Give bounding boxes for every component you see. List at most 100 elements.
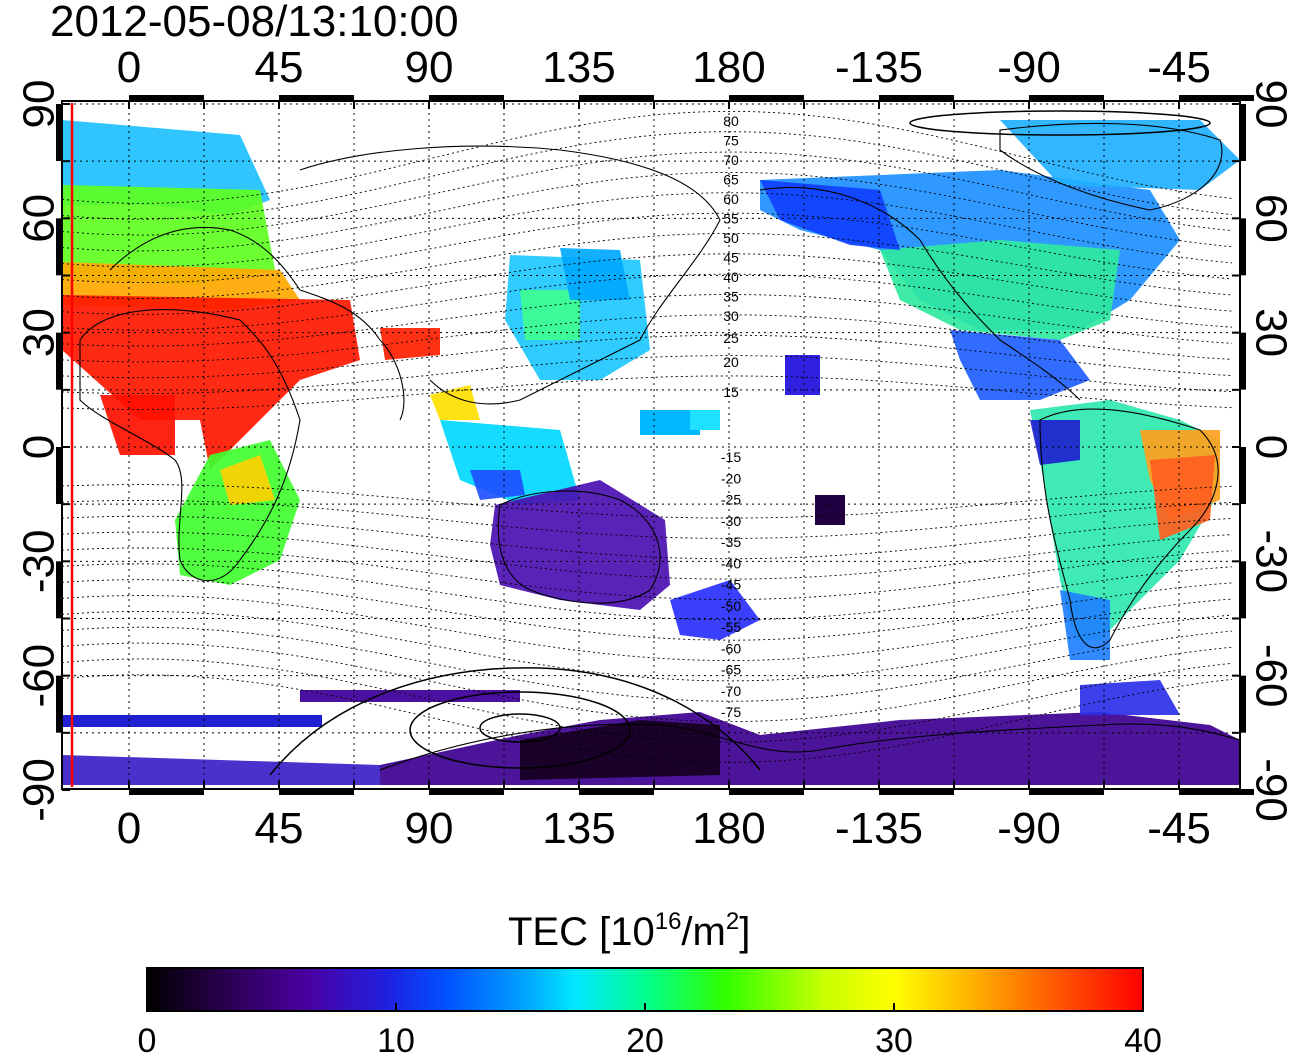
contour-label: 55 <box>723 211 739 227</box>
contour-line <box>62 579 1233 641</box>
right-lat-label: 60 <box>1246 194 1292 243</box>
colorbar-tick-label: 40 <box>1124 1022 1162 1057</box>
bottom-longitude-labels: 0 45 90 135 180 -135 -90 -45 <box>117 804 1211 853</box>
contour-label: -40 <box>721 555 741 571</box>
tec-patch-africa-mid <box>220 455 275 505</box>
left-lat-label: -30 <box>15 530 64 594</box>
axis-ticks <box>56 95 1254 795</box>
right-lat-label: -60 <box>1246 644 1292 708</box>
contour-line <box>62 563 1233 621</box>
tec-patch-north-africa <box>62 295 360 470</box>
contour-label: 50 <box>723 230 739 246</box>
contour-line <box>62 334 1233 379</box>
bottom-lon-label: 180 <box>692 804 765 853</box>
tec-patch-andes <box>1030 420 1080 465</box>
timestamp-title: 2012-05-08/13:10:00 <box>50 0 459 46</box>
contour-line <box>62 626 1233 702</box>
magnetic-latitude-contours <box>62 110 1233 776</box>
tec-patch-japan <box>560 248 630 300</box>
contour-line <box>62 674 1233 763</box>
coastline <box>79 309 301 582</box>
tec-patch-south-africa <box>175 440 300 585</box>
colorbar-tick-label: 20 <box>626 1022 664 1057</box>
tec-patch-south-polar-band <box>62 755 380 785</box>
tec-patch-west-africa <box>100 395 175 455</box>
contour-line <box>62 192 1233 268</box>
coastline <box>999 122 1223 211</box>
map-area <box>62 101 1240 789</box>
contour-line <box>62 212 1233 284</box>
tec-patch-nz <box>670 580 760 640</box>
contour-label: 15 <box>723 384 739 400</box>
right-latitude-labels: 90 60 30 0 -30 -60 -90 <box>1246 80 1292 822</box>
left-lat-label: 60 <box>15 194 64 243</box>
bottom-lon-label: 45 <box>255 804 304 853</box>
contour-line <box>62 515 1233 560</box>
contour-line <box>62 110 1233 204</box>
contour-line <box>62 610 1233 682</box>
right-lat-label: 0 <box>1246 435 1292 459</box>
bottom-lon-label: -90 <box>997 804 1061 853</box>
bottom-lon-label: -135 <box>835 804 923 853</box>
contour-line <box>62 595 1233 661</box>
tec-patch-antarctic-peninsula <box>1080 680 1180 715</box>
top-lon-label: 0 <box>117 43 141 92</box>
contour-line <box>62 658 1233 743</box>
right-lat-label: 90 <box>1246 80 1292 129</box>
contour-line <box>62 131 1233 220</box>
coastline <box>379 723 1240 771</box>
coastline <box>759 186 1081 401</box>
tec-patch-arabia <box>380 328 440 360</box>
tec-cell <box>300 690 520 702</box>
top-lon-label: 135 <box>542 43 615 92</box>
contour-south-arc <box>269 667 761 776</box>
top-lon-label: 90 <box>405 43 454 92</box>
contour-label: -50 <box>721 598 741 614</box>
contour-line <box>62 273 1233 331</box>
left-lat-label: 30 <box>15 308 64 357</box>
bottom-lon-label: -45 <box>1147 804 1211 853</box>
contour-label: 65 <box>723 172 739 188</box>
contour-line <box>62 294 1233 347</box>
tec-patch-brazil-peak <box>1150 455 1215 540</box>
bottom-lon-label: 0 <box>117 804 141 853</box>
contour-label: 75 <box>723 133 739 149</box>
coastline <box>1039 408 1219 649</box>
contour-line <box>62 355 1233 395</box>
tec-patch-india <box>430 385 480 420</box>
colorbar-ticks: 0 10 20 30 40 <box>138 1003 1162 1057</box>
tec-patch-alaska <box>760 180 900 250</box>
contour-label: 30 <box>723 308 739 324</box>
right-lat-label: -30 <box>1246 530 1292 594</box>
bottom-lon-label: 135 <box>542 804 615 853</box>
contour-label: -55 <box>721 619 741 635</box>
left-lat-label: -60 <box>15 644 64 708</box>
contour-label: -60 <box>721 640 741 656</box>
tec-cell <box>690 410 720 430</box>
contour-label: 45 <box>723 250 739 266</box>
contour-label: -30 <box>721 513 741 529</box>
tec-patch-indonesia <box>470 470 525 500</box>
contour-line <box>62 484 1233 519</box>
tec-patch-central-america <box>950 330 1090 400</box>
contour-line <box>62 547 1233 600</box>
contour-label: -45 <box>721 577 741 593</box>
contour-line <box>62 233 1233 299</box>
contour-label: -65 <box>721 662 741 678</box>
contour-label: 80 <box>723 113 739 129</box>
colorbar-tick-label: 0 <box>138 1022 157 1057</box>
coastline <box>299 145 721 405</box>
tec-patch-australia <box>490 480 670 610</box>
top-longitude-labels: 0 45 90 135 180 -135 -90 -45 <box>117 43 1211 92</box>
contour-north-loop <box>909 110 1211 136</box>
contour-line <box>62 642 1233 723</box>
contour-south-loop <box>409 691 631 769</box>
left-lat-label: -90 <box>15 758 64 822</box>
contour-label: -20 <box>721 470 741 486</box>
contour-label: -35 <box>721 534 741 550</box>
contour-line <box>62 314 1233 363</box>
tec-patch-usa <box>880 240 1120 340</box>
tec-patch-antarctica-dark <box>520 720 720 780</box>
top-lon-label: 180 <box>692 43 765 92</box>
